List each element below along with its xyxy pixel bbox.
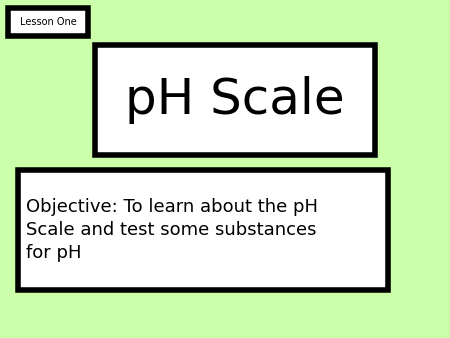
Text: pH Scale: pH Scale <box>125 76 345 124</box>
Text: Lesson One: Lesson One <box>20 17 76 27</box>
Bar <box>18 170 388 290</box>
Text: Objective: To learn about the pH
Scale and test some substances
for pH: Objective: To learn about the pH Scale a… <box>26 198 318 262</box>
Bar <box>8 8 88 36</box>
Bar <box>95 45 375 155</box>
